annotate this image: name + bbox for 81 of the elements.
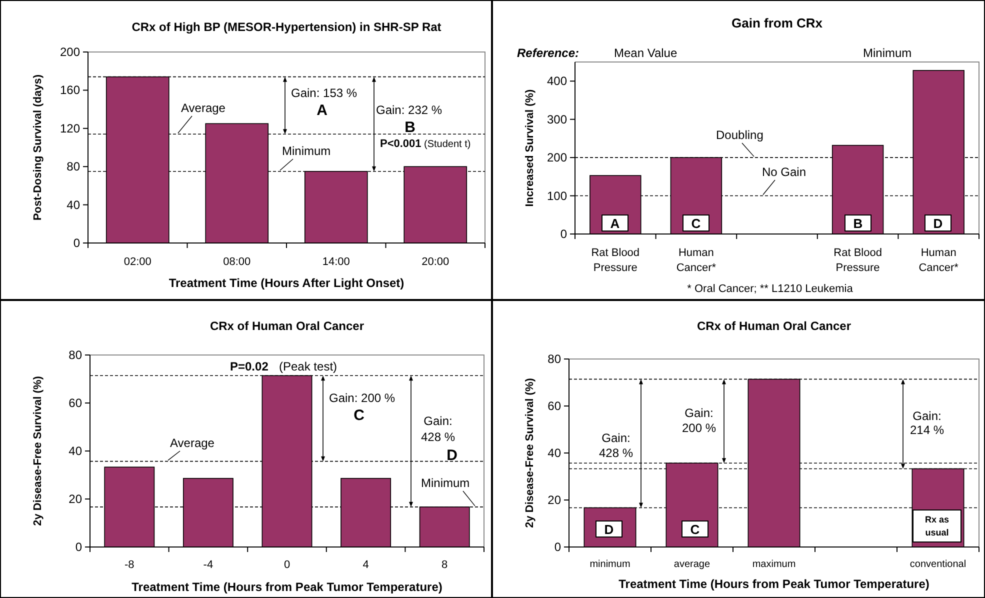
annotation: (Peak test) xyxy=(279,360,338,374)
y-tick-label: 400 xyxy=(546,74,568,88)
x-tick-label: average xyxy=(674,558,711,570)
chart-title: CRx of Human Oral Cancer xyxy=(210,319,364,333)
annotation: Gain: 214 % xyxy=(910,409,944,437)
text: Minimum xyxy=(863,46,912,60)
y-tick-label: 60 xyxy=(68,396,82,410)
y-tick-label: 0 xyxy=(73,236,80,250)
x-tick-label: -8 xyxy=(124,559,134,571)
y-axis-title: 2y Disease-Free Survival (%) xyxy=(32,376,44,526)
annotation: D xyxy=(933,216,943,230)
annotation: Gain: 200 % xyxy=(329,391,396,405)
annotation: B xyxy=(404,118,416,136)
y-tick-label: 80 xyxy=(66,160,80,174)
annotation: P=0.02 xyxy=(230,360,269,374)
annotation: D xyxy=(604,522,614,536)
annotation: C xyxy=(354,406,365,424)
x-axis-title: Treatment Time (Hours from Peak Tumor Temperature) xyxy=(618,577,930,591)
x-tick-label: 0 xyxy=(284,559,290,571)
y-tick-label: 20 xyxy=(68,492,82,506)
annotation: (Student t) xyxy=(424,138,471,150)
x-tick-label: Human Cancer* xyxy=(676,247,717,274)
y-axis-title: 2y Disease-Free Survival (%) xyxy=(524,378,536,528)
annotation: Gain: 428 % xyxy=(598,431,634,460)
x-axis-title: Treatment Time (Hours After Light Onset) xyxy=(168,276,404,290)
text: Reference: xyxy=(517,46,580,60)
y-tick-label: 120 xyxy=(60,121,80,136)
y-tick-label: 100 xyxy=(546,188,568,203)
ref-line-label: No Gain xyxy=(762,165,806,179)
annotation: C xyxy=(690,522,700,536)
annotation: Gain: 232 % xyxy=(376,103,442,117)
y-tick-label: 40 xyxy=(68,444,82,458)
y-axis-title: Post-Dosing Survival (days) xyxy=(32,74,44,221)
x-axis-title: Treatment Time (Hours from Peak Tumor Temperature) xyxy=(132,580,442,594)
x-tick-label: conventional xyxy=(910,558,966,570)
x-tick-label: Human Cancer* xyxy=(918,247,960,274)
annotation: Rx as usual xyxy=(924,514,950,538)
annotation: Gain: 153 % xyxy=(291,86,358,100)
annotation: D xyxy=(446,446,458,464)
ref-line-label: Average xyxy=(181,101,226,115)
legend-label: Minimum xyxy=(282,144,331,158)
annotation: Gain: 428 % xyxy=(420,414,456,444)
x-tick-label: 08:00 xyxy=(223,256,251,268)
x-tick-label: -4 xyxy=(203,559,214,571)
x-tick-label: 14:00 xyxy=(322,256,350,268)
y-tick-label: 0 xyxy=(554,540,562,554)
ref-line-label: Average xyxy=(170,436,215,450)
chart-title: CRx of Human Oral Cancer xyxy=(696,319,852,333)
x-tick-label: 4 xyxy=(362,559,369,571)
x-tick-label: 02:00 xyxy=(124,256,152,268)
text: Mean Value xyxy=(614,46,678,60)
y-tick-label: 300 xyxy=(546,112,568,126)
ref-line-label: Minimum xyxy=(421,476,470,490)
y-axis-title: Increased Survival (%) xyxy=(524,88,536,207)
text: * Oral Cancer; ** L1210 Leukemia xyxy=(687,283,854,295)
ref-line-label: Doubling xyxy=(716,128,764,142)
y-tick-label: 80 xyxy=(548,352,562,366)
chart-title: CRx of High BP (MESOR-Hypertension) in SHR-SP Rat xyxy=(132,20,442,34)
y-tick-label: 20 xyxy=(548,493,562,507)
annotation: C xyxy=(691,216,702,230)
x-tick-label: 8 xyxy=(442,559,448,571)
y-tick-label: 160 xyxy=(60,83,80,98)
annotation: Gain: 200 % xyxy=(682,406,716,435)
annotation: B xyxy=(853,216,863,230)
y-tick-label: 40 xyxy=(66,198,80,212)
y-tick-label: 40 xyxy=(548,446,562,460)
x-tick-label: 20:00 xyxy=(422,256,450,268)
x-tick-label: Rat Blood Pressure xyxy=(591,247,640,274)
y-tick-label: 0 xyxy=(560,227,568,241)
chart-title: Gain from CRx xyxy=(731,16,824,30)
y-tick-label: 0 xyxy=(75,540,82,554)
y-tick-label: 60 xyxy=(548,399,562,413)
y-tick-label: 80 xyxy=(68,348,82,362)
y-tick-label: 200 xyxy=(546,150,568,165)
annotation: P<0.001 xyxy=(380,138,422,150)
annotation: A xyxy=(316,102,328,118)
x-tick-label: Rat Blood Pressure xyxy=(834,247,882,274)
y-tick-label: 200 xyxy=(60,45,80,59)
x-tick-label: maximum xyxy=(752,558,796,570)
x-tick-label: minimum xyxy=(590,558,630,570)
annotation: A xyxy=(610,216,620,230)
